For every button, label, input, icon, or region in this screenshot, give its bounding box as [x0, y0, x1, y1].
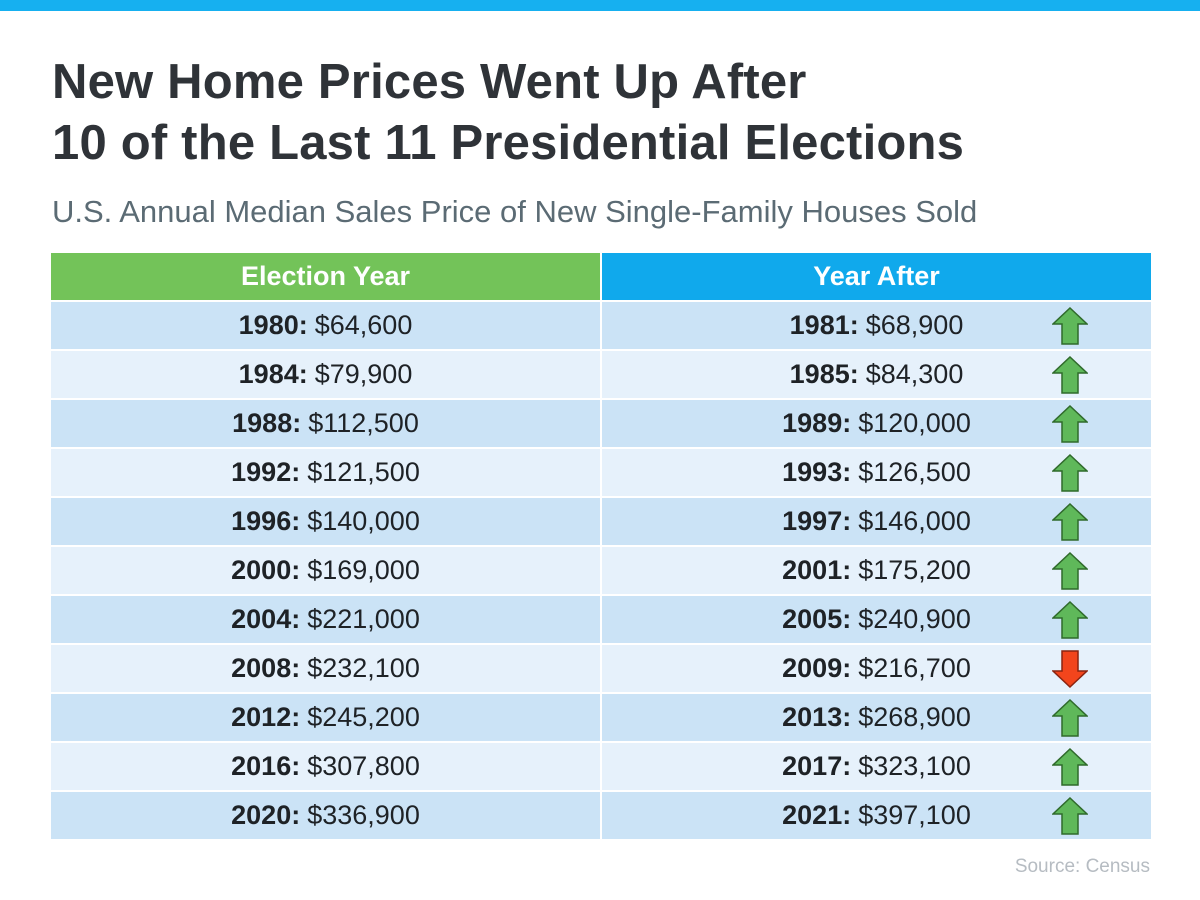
- arrow-up-icon: [1052, 356, 1088, 394]
- year-after-label: 1989: [782, 408, 851, 439]
- year-after-cell: 1989$120,000: [602, 400, 1151, 447]
- year-after-cell: 2001$175,200: [602, 547, 1151, 594]
- table-body: 1980$64,6001981$68,9001984$79,9001985$84…: [51, 302, 1151, 839]
- election-year-label: 2008: [231, 653, 300, 684]
- header-election-year: Election Year: [51, 253, 600, 300]
- election-year-cell: 1992$121,500: [51, 449, 600, 496]
- year-after-label: 2005: [782, 604, 851, 635]
- election-year-cell: 2004$221,000: [51, 596, 600, 643]
- election-year-label: 2020: [231, 800, 300, 831]
- year-after-price: $120,000: [858, 408, 971, 438]
- election-year-label: 2000: [231, 555, 300, 586]
- election-year-cell: 1996$140,000: [51, 498, 600, 545]
- election-year-cell: 2016$307,800: [51, 743, 600, 790]
- election-year-cell: 1980$64,600: [51, 302, 600, 349]
- price-table: Election Year Year After 1980$64,6001981…: [51, 253, 1151, 839]
- year-after-cell: 2017$323,100: [602, 743, 1151, 790]
- arrow-up-icon: [1052, 552, 1088, 590]
- year-after-cell: 2013$268,900: [602, 694, 1151, 741]
- election-year-cell: 1988$112,500: [51, 400, 600, 447]
- election-year-price: $245,200: [307, 702, 420, 732]
- top-accent-bar: [0, 0, 1200, 11]
- arrow-up-icon: [1052, 748, 1088, 786]
- year-after-price: $216,700: [858, 653, 971, 683]
- year-after-cell: 2005$240,900: [602, 596, 1151, 643]
- election-year-label: 1996: [231, 506, 300, 537]
- election-year-cell: 2020$336,900: [51, 792, 600, 839]
- year-after-cell: 2021$397,100: [602, 792, 1151, 839]
- year-after-label: 1985: [790, 359, 859, 390]
- subtitle: U.S. Annual Median Sales Price of New Si…: [52, 194, 978, 229]
- election-year-price: $307,800: [307, 751, 420, 781]
- year-after-cell: 1997$146,000: [602, 498, 1151, 545]
- election-year-price: $64,600: [314, 310, 413, 340]
- election-year-cell: 1984$79,900: [51, 351, 600, 398]
- election-year-cell: 2012$245,200: [51, 694, 600, 741]
- election-year-label: 1992: [231, 457, 300, 488]
- year-after-cell: 1993$126,500: [602, 449, 1151, 496]
- election-year-price: $79,900: [314, 359, 413, 389]
- year-after-label: 2001: [782, 555, 851, 586]
- year-after-label: 1997: [782, 506, 851, 537]
- year-after-price: $146,000: [858, 506, 971, 536]
- election-year-price: $232,100: [307, 653, 420, 683]
- year-after-label: 2021: [782, 800, 851, 831]
- election-year-price: $169,000: [307, 555, 420, 585]
- election-year-price: $221,000: [307, 604, 420, 634]
- year-after-label: 1981: [790, 310, 859, 341]
- year-after-price: $268,900: [858, 702, 971, 732]
- header-year-after: Year After: [602, 253, 1151, 300]
- year-after-cell: 2009$216,700: [602, 645, 1151, 692]
- year-after-label: 2017: [782, 751, 851, 782]
- year-after-label: 1993: [782, 457, 851, 488]
- election-year-price: $140,000: [307, 506, 420, 536]
- year-after-price: $323,100: [858, 751, 971, 781]
- arrow-up-icon: [1052, 454, 1088, 492]
- election-year-cell: 2000$169,000: [51, 547, 600, 594]
- election-year-cell: 2008$232,100: [51, 645, 600, 692]
- arrow-up-icon: [1052, 699, 1088, 737]
- election-year-price: $112,500: [308, 408, 419, 438]
- election-year-price: $121,500: [307, 457, 420, 487]
- election-year-label: 2016: [231, 751, 300, 782]
- election-year-label: 2004: [231, 604, 300, 635]
- year-after-price: $175,200: [858, 555, 971, 585]
- arrow-up-icon: [1052, 503, 1088, 541]
- year-after-price: $240,900: [858, 604, 971, 634]
- year-after-price: $68,900: [865, 310, 964, 340]
- year-after-price: $84,300: [865, 359, 964, 389]
- arrow-up-icon: [1052, 601, 1088, 639]
- election-year-label: 1988: [232, 408, 301, 439]
- title-line-2: 10 of the Last 11 Presidential Elections: [52, 116, 965, 170]
- source-note: Source: Census: [1014, 856, 1150, 877]
- year-after-price: $397,100: [858, 800, 971, 830]
- year-after-cell: 1985$84,300: [602, 351, 1151, 398]
- year-after-cell: 1981$68,900: [602, 302, 1151, 349]
- arrow-up-icon: [1052, 405, 1088, 443]
- election-year-label: 1980: [239, 310, 308, 341]
- arrow-down-icon: [1052, 650, 1088, 688]
- arrow-up-icon: [1052, 797, 1088, 835]
- election-year-price: $336,900: [307, 800, 420, 830]
- title-line-1: New Home Prices Went Up After: [52, 55, 807, 109]
- page-title: New Home Prices Went Up After 10 of the …: [52, 52, 1172, 174]
- arrow-up-icon: [1052, 307, 1088, 345]
- election-year-label: 2012: [231, 702, 300, 733]
- table-header: Election Year Year After: [51, 253, 1151, 300]
- year-after-label: 2009: [782, 653, 851, 684]
- year-after-label: 2013: [782, 702, 851, 733]
- year-after-price: $126,500: [858, 457, 971, 487]
- election-year-label: 1984: [239, 359, 308, 390]
